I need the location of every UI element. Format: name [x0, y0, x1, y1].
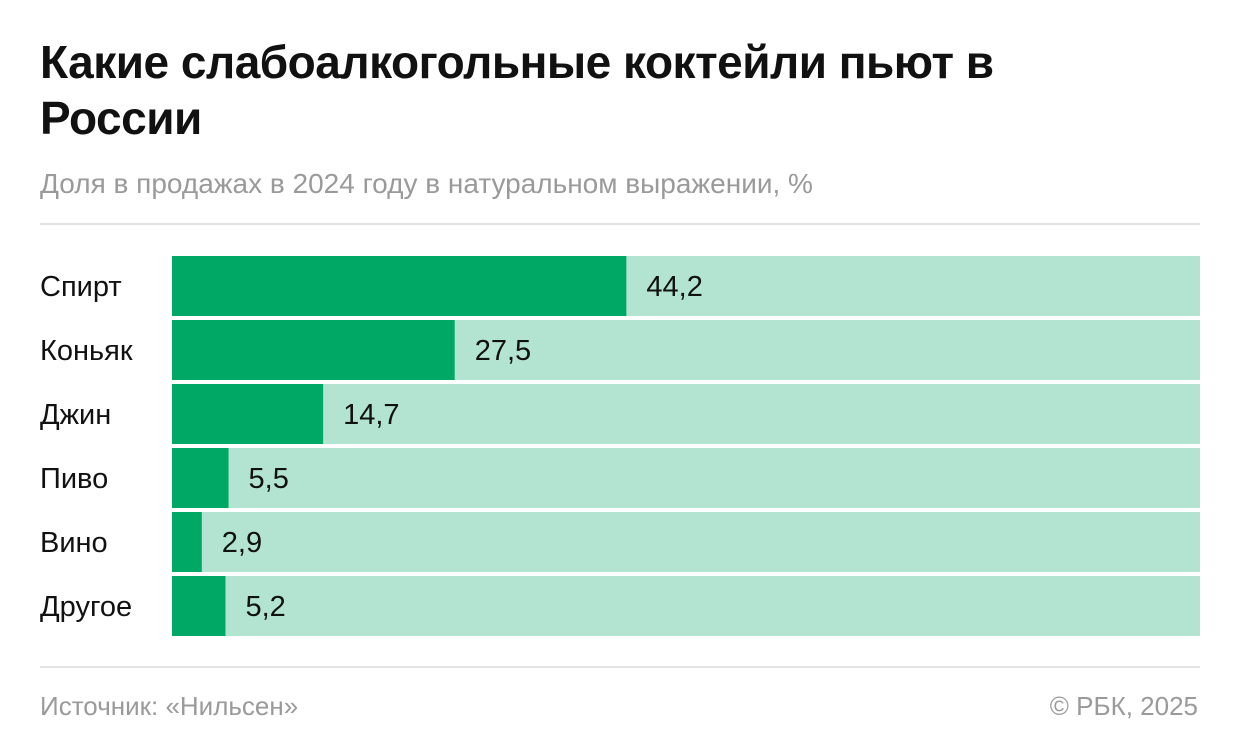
bar	[172, 512, 202, 572]
bar	[172, 256, 627, 316]
bar-chart: Спирт 44,2 Коньяк 27,5 Джин 14,7 Пиво 5,5 Вино 2,…	[40, 256, 1200, 636]
category-label: Спирт	[40, 271, 122, 303]
category-label: Пиво	[40, 463, 108, 495]
value-label: 5,5	[249, 463, 289, 495]
value-label: 2,9	[222, 527, 262, 559]
bar-track	[172, 448, 1200, 508]
category-label: Вино	[40, 527, 108, 559]
value-label: 44,2	[646, 271, 702, 303]
bar	[172, 576, 226, 636]
source-note: Источник: «Нильсен»	[40, 691, 299, 721]
bar-track	[172, 384, 1200, 444]
bar	[172, 384, 324, 444]
copyright-note: © РБК, 2025	[1049, 691, 1198, 721]
bar	[172, 448, 229, 508]
chart-title: Какие слабоалкогольные коктейли пьют в Р…	[40, 36, 994, 144]
category-label: Другое	[40, 591, 132, 623]
bar-track	[172, 576, 1200, 636]
chart-subtitle: Доля в продажах в 2024 году в натурально…	[40, 168, 813, 199]
bar	[172, 320, 455, 380]
top-divider	[40, 223, 1200, 225]
value-label: 27,5	[475, 335, 531, 367]
value-label: 14,7	[343, 399, 399, 431]
bottom-divider	[40, 666, 1200, 668]
category-label: Коньяк	[40, 335, 133, 367]
category-label: Джин	[40, 399, 111, 431]
value-label: 5,2	[245, 591, 285, 623]
bar-track	[172, 512, 1200, 572]
